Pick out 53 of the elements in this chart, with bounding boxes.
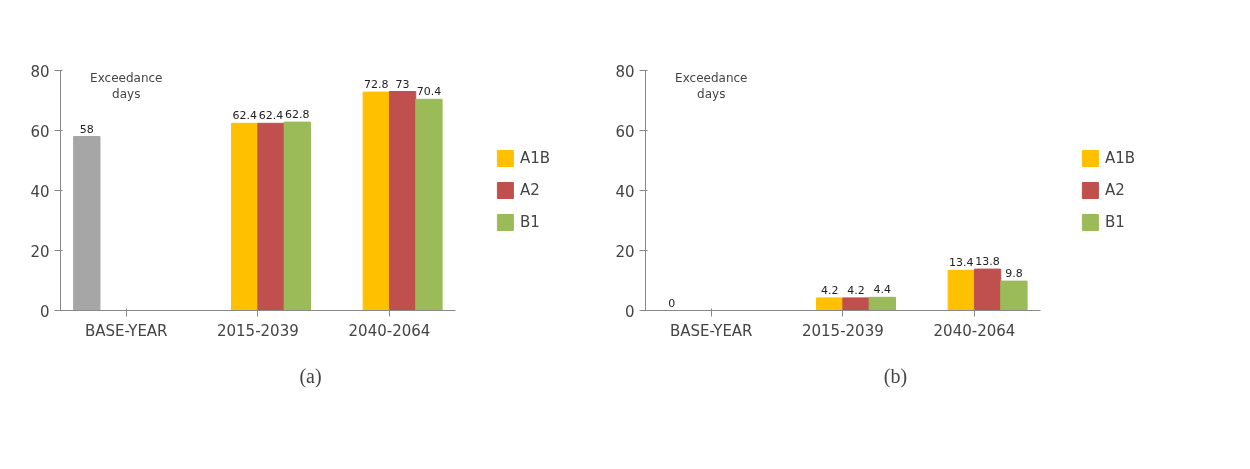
- bar: [842, 297, 870, 311]
- data-label: 72.8: [364, 78, 389, 92]
- bar: [973, 268, 1002, 311]
- data-label: 13.4: [949, 256, 974, 270]
- data-label: 62.4: [258, 109, 284, 123]
- y-axis-title: Exceedance days: [675, 70, 748, 102]
- legend-label: A2: [1104, 181, 1125, 199]
- y-axis-title: Exceedance days: [90, 70, 163, 102]
- y-tick-label: 60: [30, 122, 50, 141]
- y-tick-label: 0: [39, 302, 50, 321]
- data-label: 70.4: [416, 85, 442, 99]
- data-label: 0: [668, 296, 676, 310]
- legend-label: A1B: [1104, 149, 1135, 167]
- bar: [868, 296, 896, 311]
- x-tick-label: BASE-YEAR: [670, 321, 753, 340]
- data-label: 13.8: [975, 255, 1000, 269]
- y-tick-label: 40: [30, 182, 50, 201]
- bar: [947, 269, 975, 311]
- bar: [283, 121, 311, 311]
- data-label: 58: [79, 122, 94, 136]
- x-tick-label: 2040-2064: [348, 321, 431, 340]
- text: (b): [883, 364, 908, 388]
- data-label: 4.4: [873, 283, 892, 297]
- legend-label: B1: [519, 213, 540, 231]
- y-tick-label: 20: [30, 242, 50, 261]
- bar: [231, 122, 259, 311]
- data-label: 4.2: [820, 283, 839, 297]
- data-label: 62.8: [285, 108, 310, 122]
- bar: [1000, 280, 1028, 311]
- bar: [816, 297, 844, 311]
- text: (a): [299, 364, 322, 388]
- data-label: 9.8: [1005, 267, 1023, 281]
- y-tick-label: 80: [615, 62, 635, 81]
- x-tick-label: BASE-YEAR: [85, 321, 168, 340]
- data-label: 4.2: [847, 283, 865, 297]
- y-tick-label: 60: [615, 122, 635, 141]
- data-label: 62.4: [232, 109, 257, 123]
- x-tick-label: 2015-2039: [216, 321, 299, 340]
- y-tick-label: 20: [615, 242, 635, 261]
- bar: [362, 91, 390, 311]
- y-tick-label: 0: [624, 302, 635, 321]
- x-tick-label: 2015-2039: [801, 321, 884, 340]
- bar: [73, 136, 101, 311]
- data-label: 73: [395, 77, 410, 91]
- bar: [257, 122, 285, 311]
- bar: [388, 91, 417, 311]
- legend-label: B1: [1104, 213, 1125, 231]
- x-tick-label: 2040-2064: [933, 321, 1016, 340]
- legend-label: A1B: [519, 149, 550, 167]
- y-tick-label: 80: [30, 62, 50, 81]
- bar: [415, 98, 443, 311]
- y-tick-label: 40: [615, 182, 635, 201]
- legend-label: A2: [519, 181, 540, 199]
